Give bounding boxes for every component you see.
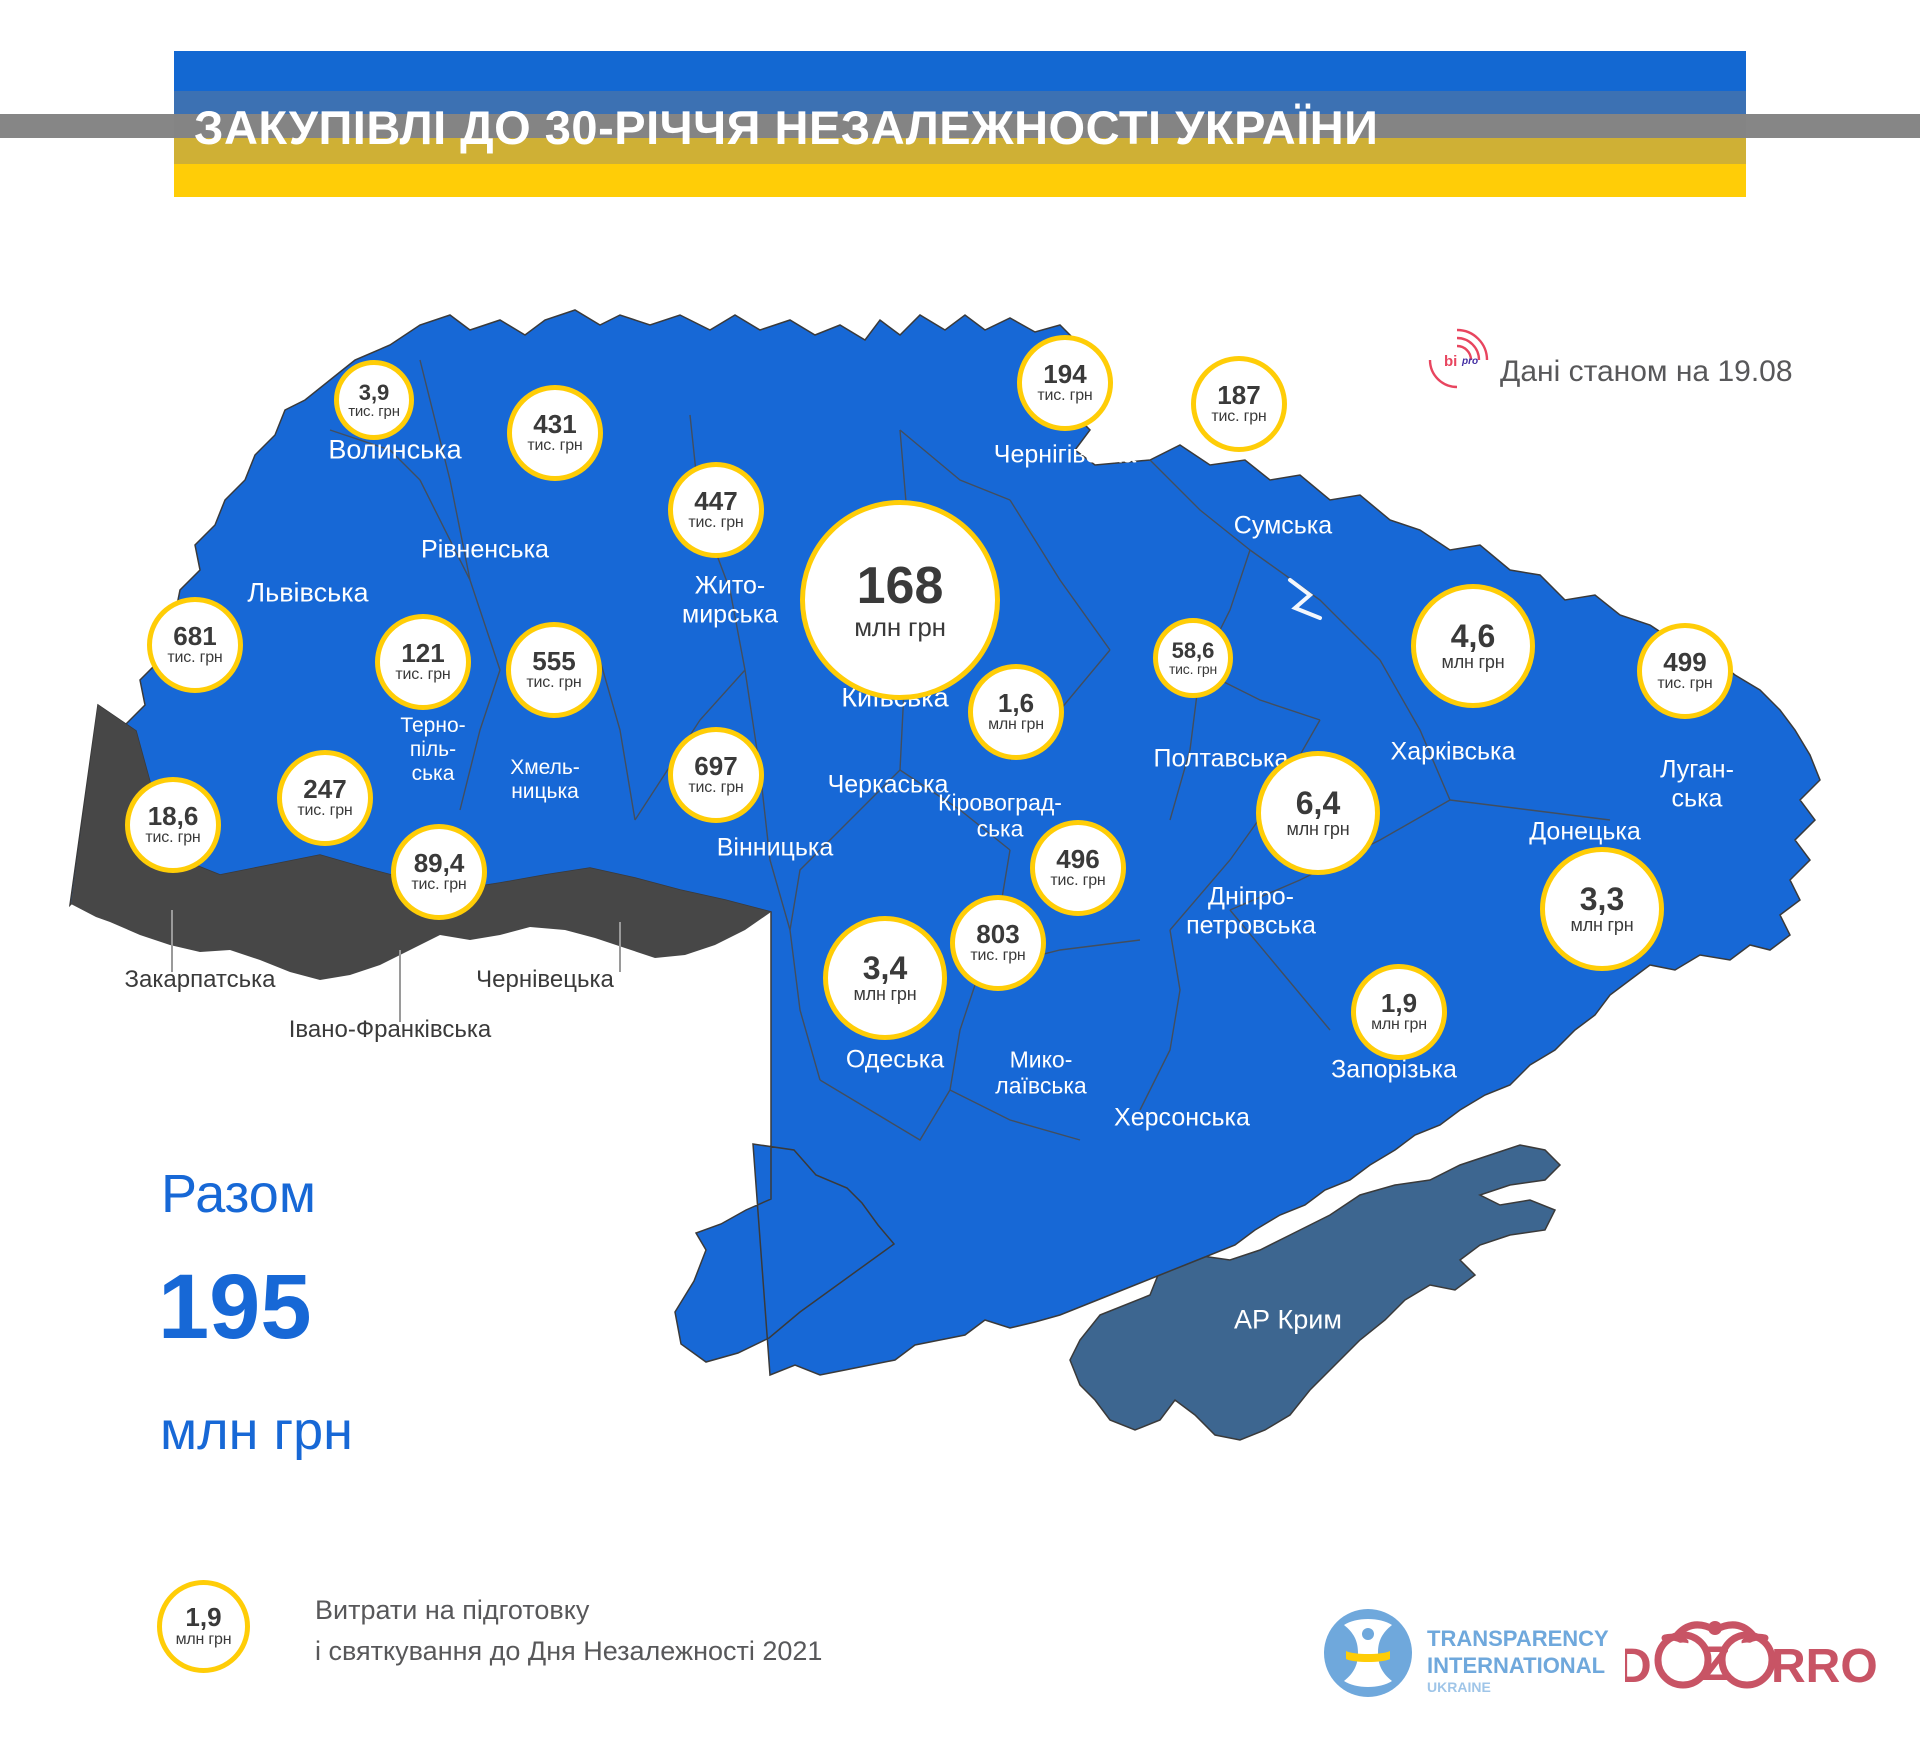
svg-text:RRO: RRO [1771,1640,1878,1693]
svg-text:INTERNATIONAL: INTERNATIONAL [1427,1653,1605,1678]
svg-text:pro: pro [1461,356,1478,367]
svg-text:Z: Z [1701,1638,1730,1691]
svg-text:UKRAINE: UKRAINE [1427,1679,1491,1695]
svg-text:D: D [1625,1640,1652,1693]
svg-text:bi: bi [1444,353,1457,370]
svg-text:TRANSPARENCY: TRANSPARENCY [1427,1626,1609,1651]
